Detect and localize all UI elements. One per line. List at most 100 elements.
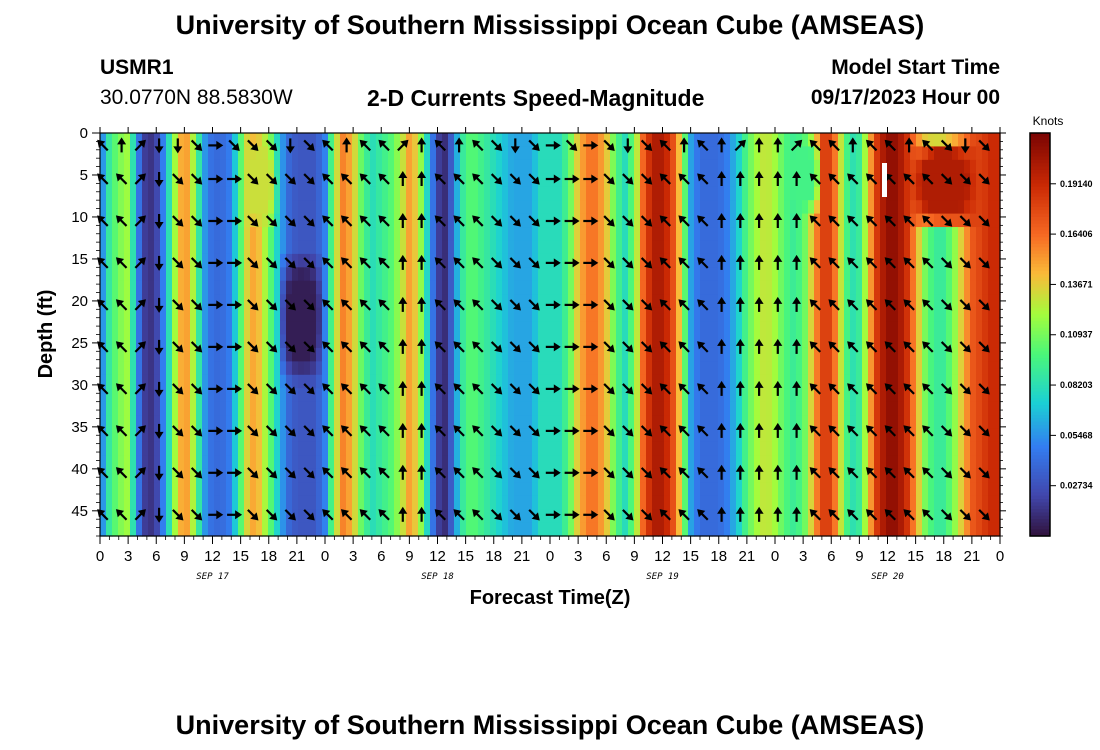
heatmap-cell — [202, 361, 209, 376]
heatmap-cell — [496, 374, 503, 389]
heatmap-cell — [610, 307, 617, 322]
heatmap-cell — [934, 441, 941, 456]
heatmap-cell — [220, 227, 227, 242]
heatmap-cell — [568, 428, 575, 443]
heatmap-cell — [892, 186, 899, 201]
heatmap-cell — [556, 468, 563, 483]
current-vector-arrow — [417, 422, 427, 438]
heatmap-cell — [886, 146, 893, 161]
heatmap-cell — [718, 200, 725, 215]
heatmap-cell — [148, 294, 155, 309]
heatmap-cell — [988, 186, 995, 201]
heatmap-cell — [484, 133, 491, 148]
heatmap-cell — [430, 240, 437, 255]
heatmap-cell — [748, 173, 755, 188]
heatmap-cell — [574, 482, 581, 497]
heatmap-cell — [556, 227, 563, 242]
heatmap-cell — [778, 374, 785, 389]
heatmap-cell — [124, 213, 131, 228]
heatmap-cell — [352, 347, 359, 362]
heatmap-cell — [226, 267, 233, 282]
heatmap-cell — [742, 415, 749, 430]
heatmap-cell — [586, 146, 593, 161]
heatmap-cell — [886, 173, 893, 188]
heatmap-cell — [838, 334, 845, 349]
heatmap-cell — [712, 280, 719, 295]
heatmap-cell — [538, 213, 545, 228]
current-vector-arrow — [847, 341, 859, 353]
heatmap-cell — [490, 401, 497, 416]
heatmap-cell — [826, 173, 833, 188]
heatmap-cell — [220, 361, 227, 376]
heatmap-cell — [718, 482, 725, 497]
heatmap-cell — [850, 347, 857, 362]
current-vector-arrow — [564, 216, 580, 226]
current-vector-arrow — [472, 139, 484, 152]
current-vector-arrow — [773, 338, 783, 354]
heatmap-cell — [292, 240, 299, 255]
heatmap-cell — [934, 509, 941, 524]
heatmap-cell — [772, 159, 779, 174]
heatmap-cell — [244, 374, 251, 389]
heatmap-cell — [916, 213, 923, 228]
heatmap-cell — [832, 495, 839, 510]
heatmap-cell — [160, 253, 167, 268]
heatmap-cell — [772, 388, 779, 403]
heatmap-cell — [424, 482, 431, 497]
heatmap-cell — [904, 240, 911, 255]
heatmap-cell — [934, 468, 941, 483]
heatmap-cell — [646, 294, 653, 309]
heatmap-cell — [286, 401, 293, 416]
current-vector-arrow — [134, 173, 146, 185]
current-vector-arrow — [173, 138, 183, 154]
heatmap-cell — [412, 186, 419, 201]
heatmap-cell — [976, 173, 983, 188]
heatmap-cell — [382, 200, 389, 215]
heatmap-cell — [634, 321, 641, 336]
heatmap-cell — [310, 455, 317, 470]
heatmap-cell — [910, 482, 917, 497]
current-vector-arrow — [678, 425, 690, 437]
heatmap-cell — [166, 227, 173, 242]
heatmap-cell — [112, 415, 119, 430]
heatmap-cell — [460, 401, 467, 416]
heatmap-cell — [364, 146, 371, 161]
heatmap-cell — [754, 522, 761, 537]
heatmap-cell — [892, 415, 899, 430]
heatmap-cell — [982, 267, 989, 282]
heatmap-cell — [298, 159, 305, 174]
heatmap-cell — [802, 334, 809, 349]
heatmap-cell — [934, 213, 941, 228]
heatmap-cell — [838, 173, 845, 188]
heatmap-cell — [802, 441, 809, 456]
heatmap-cell — [688, 307, 695, 322]
heatmap-cell — [736, 522, 743, 537]
current-vector-arrow — [545, 342, 561, 352]
heatmap-cell — [790, 468, 797, 483]
heatmap-cell — [424, 227, 431, 242]
heatmap-cell — [970, 200, 977, 215]
heatmap-cell — [568, 388, 575, 403]
heatmap-cell — [496, 415, 503, 430]
heatmap-cell — [904, 374, 911, 389]
heatmap-cell — [694, 468, 701, 483]
heatmap-cell — [628, 267, 635, 282]
heatmap-cell — [310, 200, 317, 215]
heatmap-cell — [568, 509, 575, 524]
heatmap-cell — [424, 388, 431, 403]
heatmap-cell — [754, 227, 761, 242]
heatmap-cell — [976, 347, 983, 362]
heatmap-cell — [760, 415, 767, 430]
heatmap-cell — [514, 159, 521, 174]
heatmap-cell — [868, 374, 875, 389]
heatmap-cell — [748, 495, 755, 510]
heatmap-cell — [922, 374, 929, 389]
heatmap-cell — [754, 509, 761, 524]
current-vector-arrow — [828, 215, 840, 227]
heatmap-cell — [862, 267, 869, 282]
heatmap-cell — [490, 186, 497, 201]
heatmap-cell — [970, 334, 977, 349]
heatmap-cell — [568, 401, 575, 416]
heatmap-cell — [616, 186, 623, 201]
heatmap-cell — [166, 482, 173, 497]
